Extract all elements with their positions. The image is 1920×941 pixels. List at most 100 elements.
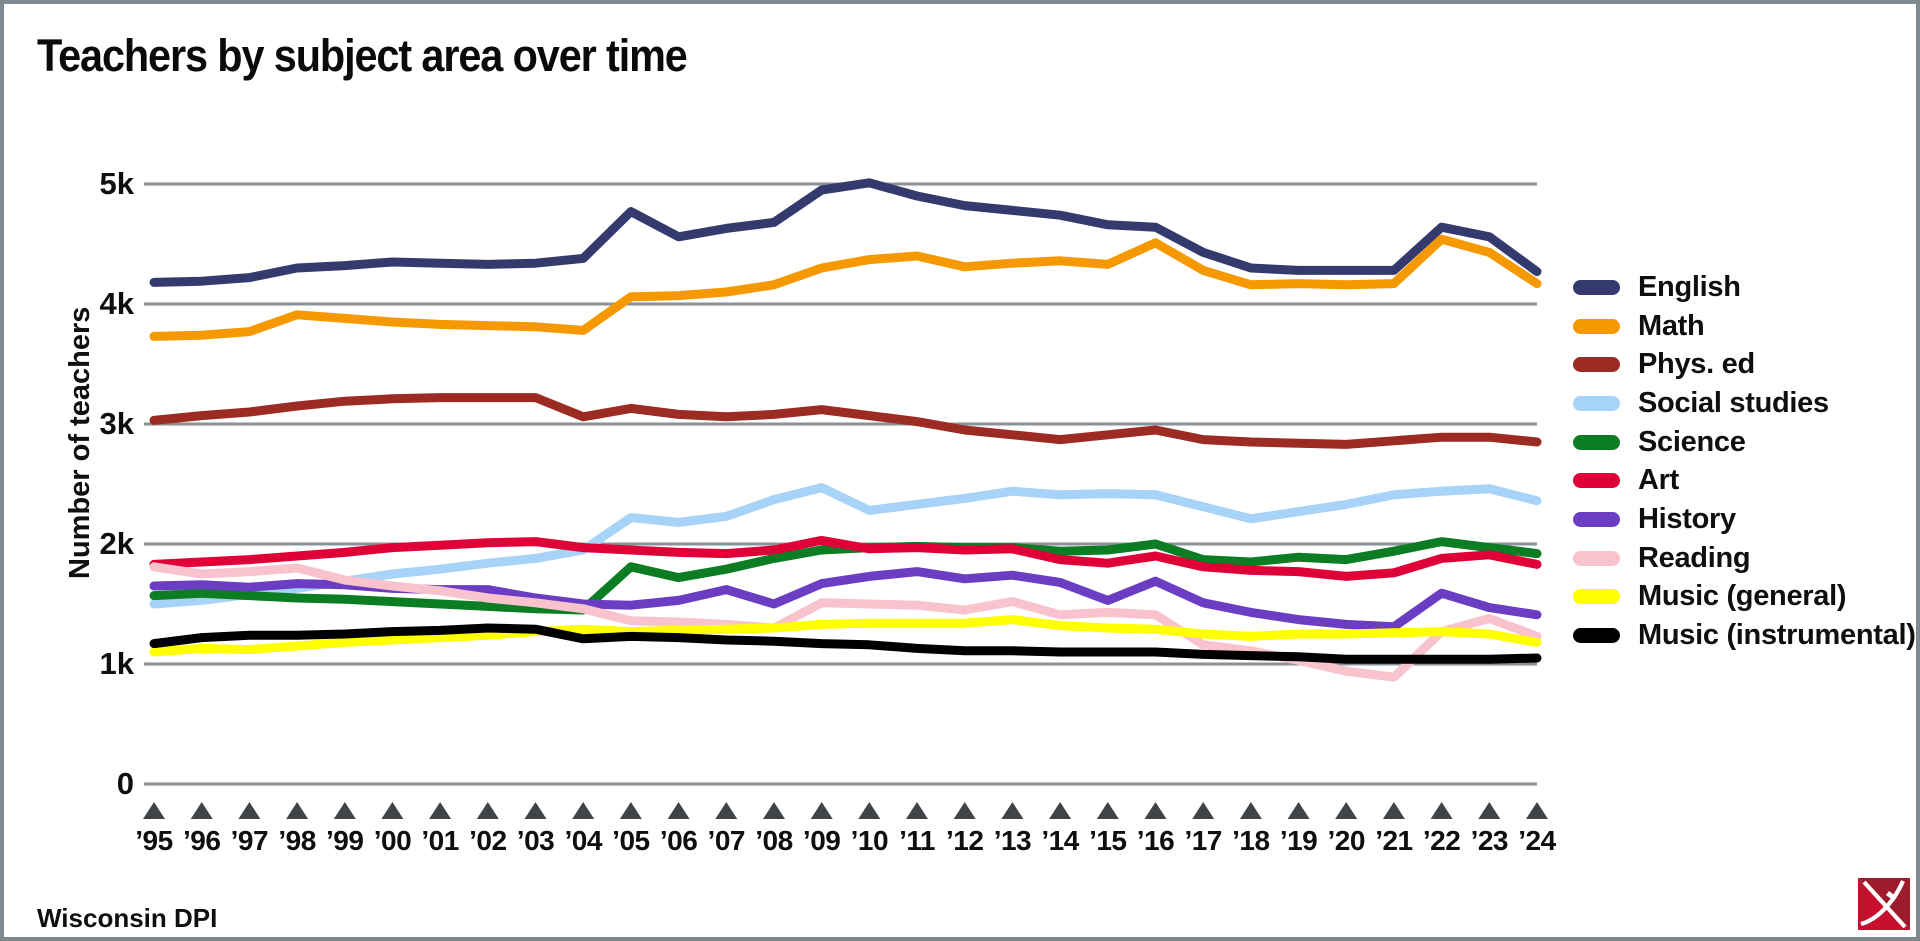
year-marker-24 (1526, 802, 1548, 819)
year-marker-12 (953, 802, 976, 819)
year-marker-18 (1239, 802, 1262, 819)
x-tick-label-08: ’08 (755, 825, 793, 856)
series-line-art (149, 535, 1542, 581)
year-marker-17 (1192, 802, 1215, 819)
year-marker-98 (286, 802, 309, 819)
legend-item-art: Art (1573, 461, 1916, 500)
y-tick-label-3k: 3k (99, 406, 134, 441)
legend-label-social-studies: Social studies (1638, 386, 1829, 419)
legend-swatch-history (1573, 511, 1620, 527)
legend-item-phys-ed: Phys. ed (1573, 345, 1916, 384)
year-marker-06 (667, 802, 690, 819)
x-tick-label-20: ’20 (1327, 825, 1366, 856)
x-tick-label-00: ’00 (373, 825, 412, 856)
legend-swatch-art (1573, 473, 1620, 489)
legend-swatch-reading (1573, 550, 1620, 566)
legend-swatch-science (1573, 434, 1620, 450)
x-tick-label-06: ’06 (659, 825, 698, 856)
x-tick-label-95: ’95 (135, 825, 173, 856)
legend-swatch-music-instrumental (1573, 628, 1620, 644)
year-marker-14 (1049, 802, 1072, 819)
year-marker-00 (381, 802, 404, 819)
y-tick-label-1k: 1k (99, 646, 134, 681)
year-marker-99 (333, 802, 356, 819)
legend-swatch-music-general (1573, 589, 1620, 605)
pickaxe-logo-icon (1858, 878, 1910, 930)
year-marker-08 (763, 802, 785, 819)
legend-swatch-english (1573, 279, 1620, 295)
legend-item-reading: Reading (1573, 539, 1916, 578)
year-marker-05 (619, 802, 642, 819)
x-tick-label-12: ’12 (946, 825, 984, 856)
legend-label-phys-ed: Phys. ed (1638, 348, 1755, 381)
year-marker-09 (810, 802, 833, 819)
source-credit: Wisconsin DPI (37, 903, 218, 933)
x-tick-label-98: ’98 (278, 825, 316, 856)
year-marker-13 (1001, 802, 1024, 819)
series-line-reading (149, 562, 1542, 682)
series-line-math (149, 234, 1542, 341)
year-marker-97 (238, 802, 261, 819)
year-marker-19 (1287, 802, 1310, 819)
y-tick-label-4k: 4k (99, 286, 134, 321)
year-marker-22 (1430, 802, 1453, 819)
legend-swatch-social-studies (1573, 395, 1620, 411)
year-marker-03 (524, 802, 547, 819)
series-line-phys-ed (149, 393, 1542, 449)
year-marker-04 (572, 802, 595, 819)
legend-item-english: English (1573, 268, 1916, 307)
x-tick-label-22: ’22 (1422, 825, 1461, 856)
year-marker-11 (906, 802, 928, 819)
x-tick-label-16: ’16 (1136, 825, 1175, 856)
legend-item-math: Math (1573, 307, 1916, 346)
chart-title: Teachers by subject area over time (37, 30, 688, 81)
x-tick-label-23: ’23 (1470, 825, 1509, 856)
legend-label-english: English (1638, 270, 1741, 303)
x-tick-label-09: ’09 (802, 825, 841, 856)
x-tick-label-02: ’02 (469, 825, 507, 856)
legend-label-science: Science (1638, 425, 1746, 458)
legend: English Math Phys. ed Social studies Science… (1573, 268, 1916, 655)
series-line-music-general (149, 615, 1542, 657)
x-tick-label-03: ’03 (516, 825, 555, 856)
x-tick-label-13: ’13 (993, 825, 1032, 856)
x-tick-label-99: ’99 (326, 825, 364, 856)
legend-label-history: History (1638, 502, 1736, 535)
x-tick-label-10: ’10 (850, 825, 889, 856)
year-marker-15 (1096, 802, 1119, 819)
legend-swatch-math (1573, 318, 1620, 334)
legend-item-science: Science (1573, 423, 1916, 462)
series-line-music-instrumental (149, 623, 1542, 664)
x-tick-label-96: ’96 (182, 825, 221, 856)
year-marker-23 (1478, 802, 1501, 819)
year-marker-20 (1335, 802, 1358, 819)
x-tick-label-19: ’19 (1279, 825, 1318, 856)
x-tick-label-24: ’24 (1518, 825, 1556, 856)
legend-label-math: Math (1638, 309, 1705, 342)
legend-item-social-studies: Social studies (1573, 384, 1916, 423)
y-tick-label-2k: 2k (99, 526, 134, 561)
wisconsin-dpi-logo (1858, 878, 1910, 930)
legend-item-music-instrumental: Music (instrumental) (1573, 616, 1916, 655)
year-marker-96 (190, 802, 213, 819)
legend-item-music-general: Music (general) (1573, 578, 1916, 617)
chart-canvas (143, 178, 1548, 819)
x-tick-label-04: ’04 (564, 825, 602, 856)
year-marker-16 (1144, 802, 1167, 819)
x-tick-label-97: ’97 (230, 825, 269, 856)
year-marker-02 (476, 802, 499, 819)
series-line-english (149, 178, 1542, 287)
series-line-social-studies (149, 483, 1542, 609)
x-tick-label-14: ’14 (1041, 825, 1079, 856)
year-marker-95 (143, 802, 165, 819)
x-tick-label-21: ’21 (1375, 825, 1413, 856)
year-marker-07 (715, 802, 738, 819)
x-tick-label-17: ’17 (1184, 825, 1222, 856)
legend-label-music-instrumental: Music (instrumental) (1638, 619, 1916, 652)
legend-swatch-phys-ed (1573, 357, 1620, 373)
x-tick-label-15: ’15 (1089, 825, 1127, 856)
legend-item-history: History (1573, 500, 1916, 539)
legend-label-reading: Reading (1638, 541, 1751, 574)
x-tick-label-07: ’07 (707, 825, 746, 856)
